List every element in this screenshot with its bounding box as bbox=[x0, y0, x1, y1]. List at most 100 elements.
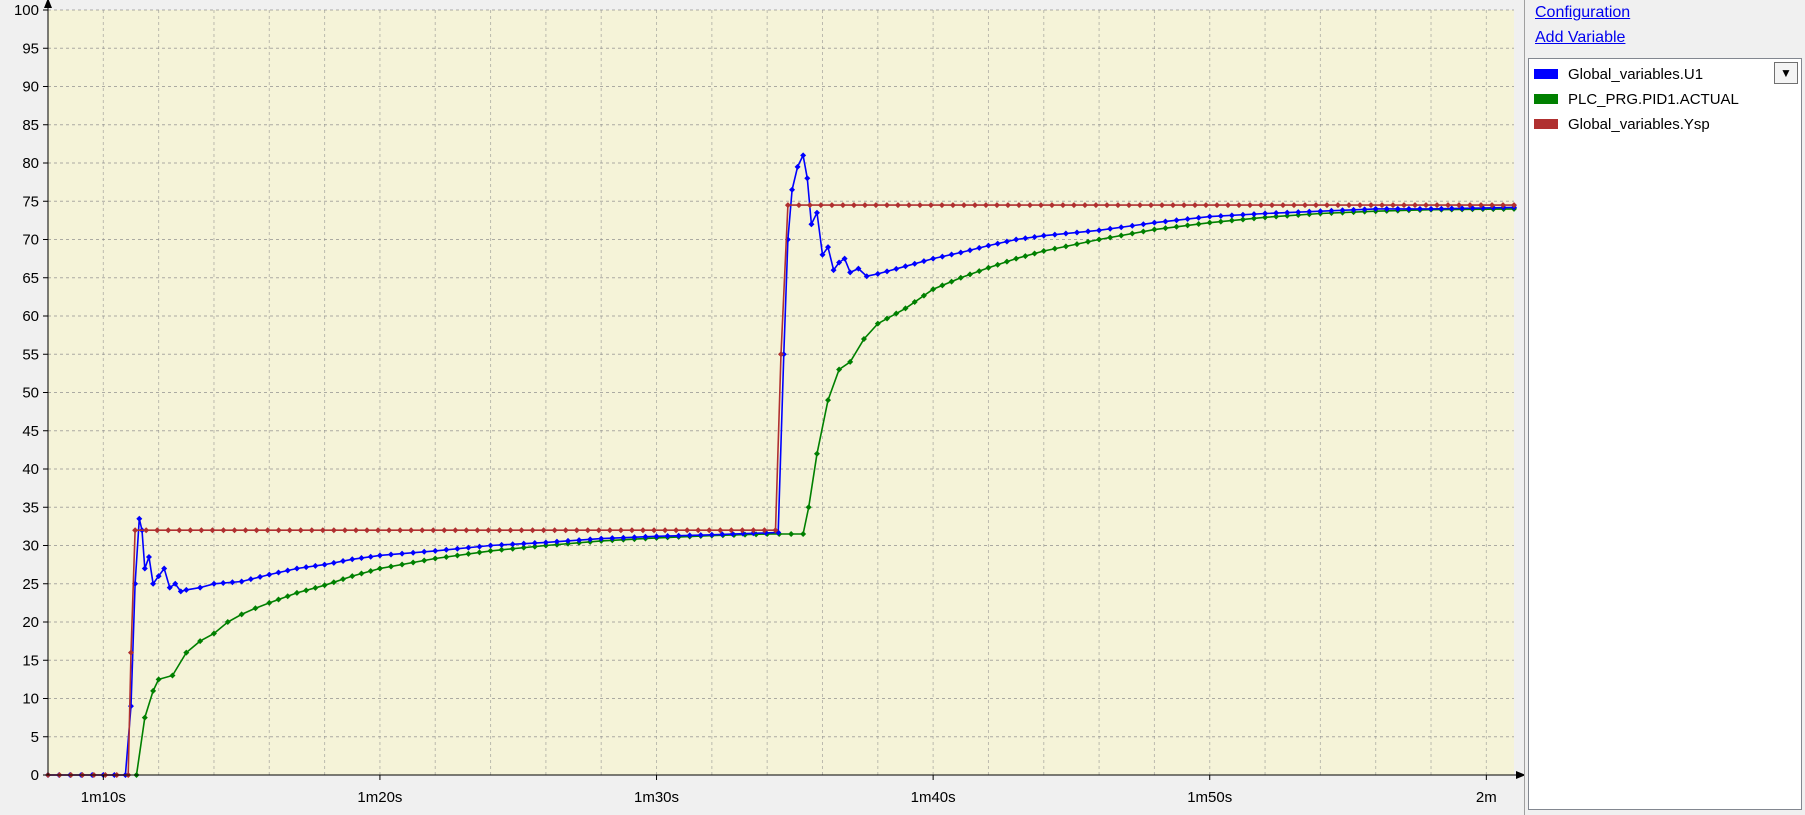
data-point bbox=[229, 579, 236, 586]
data-point bbox=[308, 527, 315, 534]
data-point bbox=[982, 202, 989, 209]
y-tick-label: 5 bbox=[31, 729, 39, 746]
data-point bbox=[1125, 202, 1132, 209]
y-tick-label: 90 bbox=[22, 79, 39, 96]
legend-item[interactable]: Global_variables.Ysp bbox=[1534, 111, 1764, 137]
data-point bbox=[1339, 207, 1346, 214]
data-point bbox=[1004, 202, 1011, 209]
plot-area[interactable]: 0 5 10 15 20 25 30 35 40 45 50 55 60 65 70 75 80 85 90 95 10… bbox=[0, 0, 1524, 815]
data-point bbox=[1273, 210, 1280, 217]
data-point bbox=[319, 527, 326, 534]
data-point bbox=[1118, 232, 1125, 239]
data-point bbox=[141, 565, 148, 572]
legend-item[interactable]: PLC_PRG.PID1.ACTUAL bbox=[1534, 86, 1764, 112]
data-point bbox=[1040, 247, 1047, 254]
variable-list[interactable]: Global_variables.U1 PLC_PRG.PID1.ACTUAL Gl… bbox=[1528, 58, 1802, 810]
data-point bbox=[1405, 205, 1412, 212]
data-point bbox=[155, 573, 162, 580]
add-variable-link[interactable]: Add Variable bbox=[1535, 29, 1626, 46]
data-point bbox=[183, 649, 190, 656]
data-point bbox=[531, 543, 538, 550]
data-point bbox=[1062, 230, 1069, 237]
data-point bbox=[520, 544, 527, 551]
y-tick-label: 25 bbox=[22, 576, 39, 593]
data-point bbox=[340, 576, 347, 583]
data-point bbox=[1217, 212, 1224, 219]
data-point bbox=[1312, 202, 1319, 209]
data-point bbox=[1279, 202, 1286, 209]
data-point bbox=[893, 265, 900, 272]
y-tick-label: 40 bbox=[22, 461, 39, 478]
legend-item[interactable]: Global_variables.U1 bbox=[1534, 61, 1764, 87]
data-point bbox=[176, 527, 183, 534]
data-point bbox=[487, 547, 494, 554]
data-point bbox=[957, 274, 964, 281]
data-point bbox=[1162, 225, 1169, 232]
data-point bbox=[1013, 255, 1020, 262]
data-point bbox=[587, 536, 594, 543]
data-point bbox=[817, 202, 824, 209]
y-tick-label: 60 bbox=[22, 308, 39, 325]
data-point bbox=[830, 267, 837, 274]
data-point bbox=[1151, 219, 1158, 226]
y-tick-label: 75 bbox=[22, 193, 39, 210]
data-point bbox=[487, 542, 494, 549]
data-point bbox=[1206, 213, 1213, 220]
y-tick-label: 45 bbox=[22, 423, 39, 440]
data-point bbox=[839, 202, 846, 209]
caret-down-icon[interactable]: ▼ bbox=[1774, 62, 1798, 84]
data-point bbox=[905, 202, 912, 209]
data-point bbox=[349, 556, 356, 563]
data-point bbox=[496, 527, 503, 534]
data-point bbox=[920, 292, 927, 299]
data-point bbox=[498, 546, 505, 553]
data-point bbox=[321, 561, 328, 568]
data-point bbox=[476, 549, 483, 556]
data-point bbox=[1107, 234, 1114, 241]
data-point bbox=[1073, 241, 1080, 248]
data-point bbox=[1195, 214, 1202, 221]
data-point bbox=[750, 527, 757, 534]
data-point bbox=[231, 527, 238, 534]
data-point bbox=[884, 268, 891, 275]
data-point bbox=[1488, 202, 1495, 209]
data-point bbox=[1085, 228, 1092, 235]
data-point bbox=[576, 537, 583, 544]
data-point bbox=[985, 264, 992, 271]
data-point bbox=[421, 548, 428, 555]
data-point bbox=[1195, 221, 1202, 228]
data-point bbox=[1444, 202, 1451, 209]
data-point bbox=[330, 527, 337, 534]
data-point bbox=[498, 541, 505, 548]
data-point bbox=[529, 527, 536, 534]
y-tick-label: 0 bbox=[31, 767, 39, 784]
data-point bbox=[1022, 253, 1029, 260]
x-tick-label: 1m30s bbox=[634, 789, 679, 806]
data-point bbox=[367, 568, 374, 574]
data-point bbox=[847, 358, 854, 365]
data-point bbox=[284, 567, 291, 574]
data-point bbox=[800, 152, 807, 159]
data-point bbox=[662, 527, 669, 534]
data-point bbox=[850, 202, 857, 209]
data-point bbox=[410, 559, 417, 566]
data-point bbox=[1096, 227, 1103, 234]
data-point bbox=[312, 584, 319, 591]
y-tick-label: 100 bbox=[14, 2, 39, 19]
data-point bbox=[863, 273, 870, 280]
data-point bbox=[463, 527, 470, 534]
data-point bbox=[750, 530, 757, 537]
data-point bbox=[321, 582, 328, 589]
data-point bbox=[1081, 202, 1088, 209]
data-point bbox=[238, 611, 245, 618]
data-point bbox=[136, 515, 143, 522]
data-point bbox=[210, 580, 217, 587]
data-point bbox=[399, 550, 406, 557]
data-point bbox=[1206, 219, 1213, 226]
data-point bbox=[303, 564, 310, 571]
configuration-link[interactable]: Configuration bbox=[1535, 4, 1631, 21]
data-point bbox=[1180, 202, 1187, 209]
data-point bbox=[165, 527, 172, 534]
data-point bbox=[349, 573, 356, 580]
data-point bbox=[874, 270, 881, 277]
